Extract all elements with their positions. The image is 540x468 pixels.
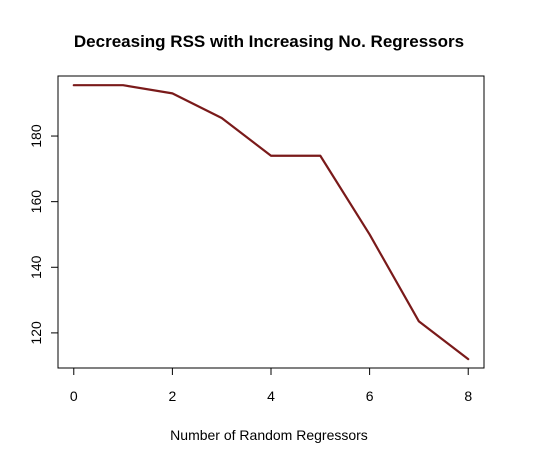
y-axis: 120 140 160 180 xyxy=(28,124,59,345)
chart-title: Decreasing RSS with Increasing No. Regre… xyxy=(74,32,464,51)
x-tick-label: 2 xyxy=(168,388,176,404)
series-line xyxy=(72,84,470,361)
y-tick-label: 140 xyxy=(28,255,44,279)
plot-frame xyxy=(57,75,485,369)
y-tick-label: 160 xyxy=(28,190,44,214)
x-tick-label: 4 xyxy=(267,388,275,404)
x-axis-label: Number of Random Regressors xyxy=(170,427,368,443)
y-tick-label: 120 xyxy=(28,321,44,345)
x-tick-label: 0 xyxy=(70,388,78,404)
y-tick-label: 180 xyxy=(28,124,44,148)
x-axis: 0 2 4 6 8 xyxy=(70,367,472,404)
series-layer xyxy=(72,84,470,361)
x-tick-label: 6 xyxy=(366,388,374,404)
x-tick-label: 8 xyxy=(464,388,472,404)
